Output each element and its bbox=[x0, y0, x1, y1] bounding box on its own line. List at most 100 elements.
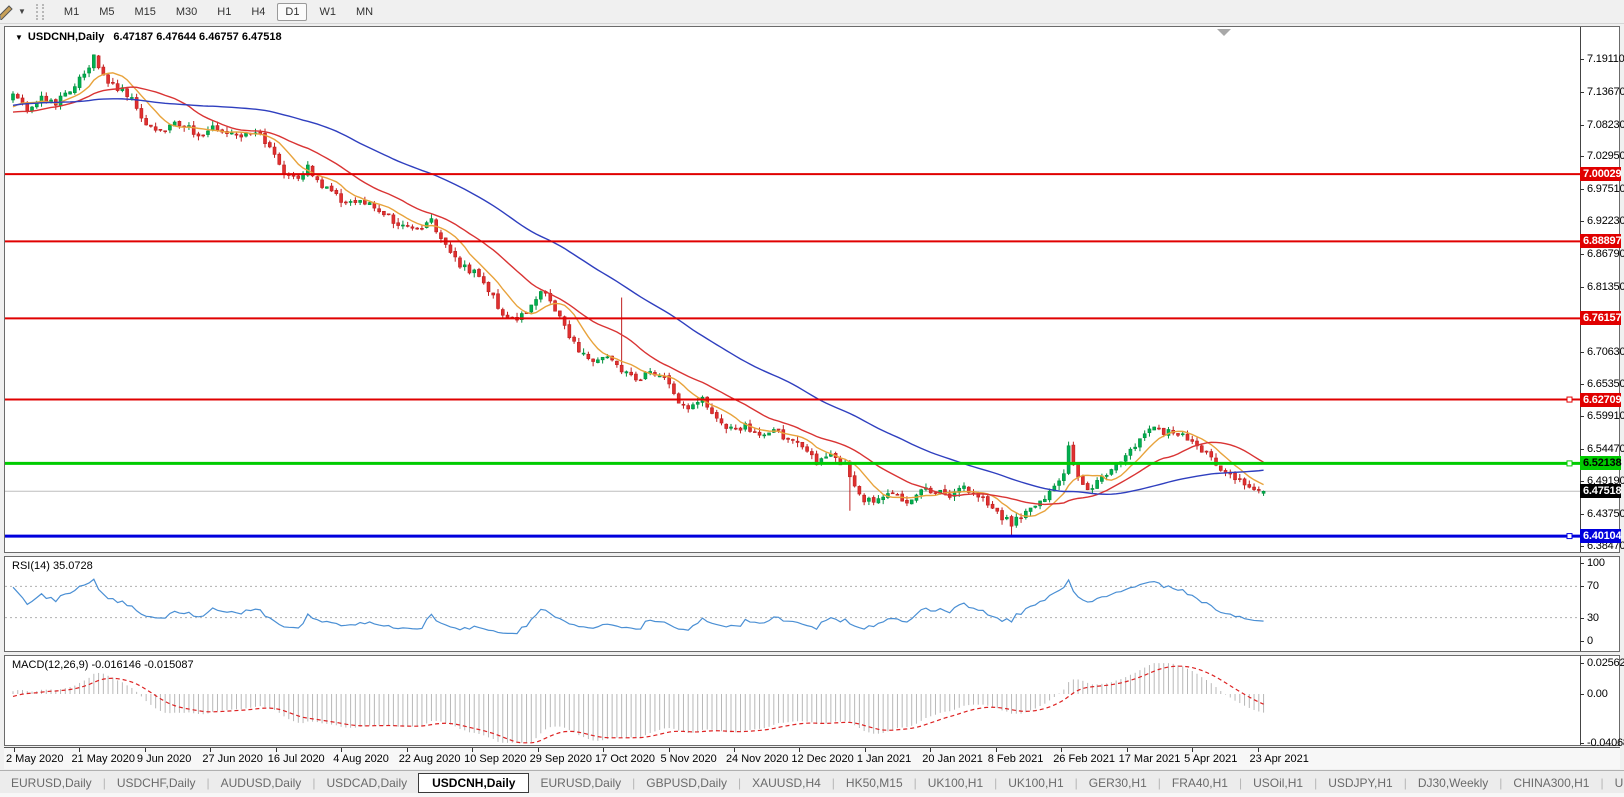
tab-separator: | bbox=[831, 775, 835, 790]
chart-tab-audusd-daily[interactable]: AUDUSD,Daily bbox=[220, 775, 302, 790]
chart-ohlc-values: 6.47187 6.47644 6.46757 6.47518 bbox=[113, 31, 282, 43]
chart-tab-ger30-h1[interactable]: GER30,H1 bbox=[1088, 775, 1147, 790]
hline-price-tag: 6.76157 bbox=[1580, 311, 1622, 326]
price-axis-tick bbox=[1580, 254, 1584, 256]
chart-ohlc-header: ▼ USDCNH,Daily 6.47187 6.47644 6.46757 6.… bbox=[15, 31, 282, 43]
chart-tab-dj30-weekly[interactable]: DJ30,Weekly bbox=[1417, 775, 1489, 790]
price-axis-tick bbox=[1580, 481, 1584, 483]
price-axis-tick bbox=[1580, 221, 1584, 223]
price-axis-tick bbox=[1580, 416, 1584, 418]
date-axis-tick bbox=[210, 748, 212, 752]
chart-tab-usdcad-daily[interactable]: USDCAD,Daily bbox=[326, 775, 408, 790]
chart-tab-xauusd-h4[interactable]: XAUUSD,H4 bbox=[752, 775, 821, 790]
timeframe-button-m1[interactable]: M1 bbox=[63, 5, 80, 18]
date-axis-label: 29 Sep 2020 bbox=[529, 753, 592, 765]
rsi-axis-label: 30 bbox=[1587, 611, 1599, 624]
date-axis-label: 2 May 2020 bbox=[6, 753, 64, 765]
chart-tab-usdjpy-h1[interactable]: USDJPY,H1 bbox=[1328, 775, 1393, 790]
tab-separator: | bbox=[737, 775, 742, 790]
chart-tab-eurusd-daily[interactable]: EURUSD,Daily bbox=[540, 775, 622, 790]
date-axis-label: 9 Jun 2020 bbox=[136, 753, 192, 765]
date-axis-label: 1 Jan 2021 bbox=[856, 753, 912, 765]
tab-separator: | bbox=[1600, 775, 1604, 790]
chart-tab-hk50-m15[interactable]: HK50,M15 bbox=[845, 775, 903, 790]
date-axis-tick bbox=[1257, 748, 1259, 752]
price-chart-canvas[interactable] bbox=[5, 27, 1580, 552]
date-axis-label: 5 Apr 2021 bbox=[1184, 753, 1238, 765]
price-axis-label: 6.92230 bbox=[1587, 215, 1624, 228]
tab-separator: | bbox=[1403, 775, 1407, 790]
date-axis-label: 27 Jun 2020 bbox=[202, 753, 263, 765]
date-axis-label: 10 Sep 2020 bbox=[464, 753, 527, 765]
date-axis-label: 22 Aug 2020 bbox=[398, 753, 461, 765]
tab-separator: | bbox=[1074, 775, 1078, 790]
chart-tab-eurusd-daily[interactable]: EURUSD,Daily bbox=[11, 775, 92, 790]
chart-tab-china300-h1[interactable]: CHINA300,H1 bbox=[1513, 775, 1590, 790]
price-axis-label: 6.43750 bbox=[1587, 508, 1624, 521]
line-studies-icon[interactable] bbox=[0, 4, 16, 20]
timeframe-button-w1[interactable]: W1 bbox=[319, 5, 336, 18]
date-axis-tick bbox=[668, 748, 670, 752]
timeframe-button-mn[interactable]: MN bbox=[355, 5, 374, 18]
macd-axis-tick bbox=[1580, 663, 1584, 665]
chart-tab-uk100-h1[interactable]: UK100,H1 bbox=[1008, 775, 1064, 790]
dropdown-caret-icon[interactable]: ▼ bbox=[18, 7, 26, 16]
date-axis-label: 12 Dec 2020 bbox=[791, 753, 854, 765]
tab-separator: | bbox=[1314, 775, 1318, 790]
price-axis-label: 6.59910 bbox=[1587, 410, 1624, 423]
timeframe-button-m30[interactable]: M30 bbox=[175, 5, 198, 18]
date-axis-tick bbox=[864, 748, 866, 752]
chart-tab-u[interactable]: U bbox=[1614, 775, 1624, 790]
date-axis-label: 4 Aug 2020 bbox=[333, 753, 389, 765]
date-axis-tick bbox=[341, 748, 343, 752]
timeframe-button-h4[interactable]: H4 bbox=[251, 5, 266, 18]
price-axis-label: 7.13670 bbox=[1587, 85, 1624, 98]
macd-pane[interactable]: MACD(12,26,9) -0.016146 -0.015087 0.0256… bbox=[4, 655, 1624, 749]
date-axis-tick bbox=[995, 748, 997, 752]
price-axis-tick bbox=[1580, 449, 1584, 451]
bottom-strip bbox=[0, 793, 1624, 797]
rsi-pane[interactable]: RSI(14) 35.0728 100 70 30 0 bbox=[4, 556, 1620, 652]
rsi-canvas[interactable] bbox=[5, 557, 1580, 651]
timeframe-button-m15[interactable]: M15 bbox=[134, 5, 156, 18]
timeframe-button-h1[interactable]: H1 bbox=[217, 5, 232, 18]
date-axis-label: 24 Nov 2020 bbox=[725, 753, 789, 765]
chart-tab-usdcnh-daily[interactable]: USDCNH,Daily bbox=[418, 772, 530, 793]
timeframe-buttons: M1 M5 M15 M30 H1 H4 D1 W1 MN bbox=[54, 2, 383, 21]
timeframe-button-m5[interactable]: M5 bbox=[99, 5, 115, 18]
hline-price-tag: 6.88897 bbox=[1580, 234, 1622, 249]
chart-tab-uk100-h1[interactable]: UK100,H1 bbox=[927, 775, 984, 790]
date-axis-label: 5 Nov 2020 bbox=[660, 753, 717, 765]
date-axis-tick bbox=[472, 748, 474, 752]
date-axis-label: 20 Jan 2021 bbox=[922, 753, 983, 765]
tab-separator: | bbox=[913, 775, 917, 790]
collapse-caret-icon[interactable]: ▼ bbox=[15, 33, 23, 42]
date-axis[interactable]: 2 May 2020 21 May 2020 9 Jun 2020 27 Jun 20… bbox=[4, 747, 1620, 769]
chart-symbol-label: USDCNH,Daily bbox=[27, 31, 105, 43]
hline-price-tag: 7.00029 bbox=[1580, 167, 1622, 182]
price-axis-tick bbox=[1580, 58, 1584, 60]
price-axis-label: 7.19110 bbox=[1587, 52, 1624, 65]
chart-tab-fra40-h1[interactable]: FRA40,H1 bbox=[1171, 775, 1228, 790]
price-axis-tick bbox=[1580, 545, 1584, 547]
price-axis-tick bbox=[1580, 189, 1584, 191]
price-axis-tick bbox=[1580, 514, 1584, 516]
date-axis-tick bbox=[1126, 748, 1128, 752]
rsi-axis-label: 100 bbox=[1587, 557, 1605, 569]
chart-tab-usoil-h1[interactable]: USOil,H1 bbox=[1253, 775, 1304, 790]
hline-price-tag: 6.52138 bbox=[1580, 456, 1622, 471]
date-axis-label: 26 Feb 2021 bbox=[1053, 753, 1115, 765]
date-axis-label: 16 Jul 2020 bbox=[267, 753, 325, 765]
date-axis-tick bbox=[1061, 748, 1063, 752]
macd-canvas[interactable] bbox=[5, 656, 1580, 745]
main-chart-pane[interactable]: ▼ USDCNH,Daily 6.47187 6.47644 6.46757 6.… bbox=[4, 26, 1624, 553]
timeframe-button-d1[interactable]: D1 bbox=[277, 2, 308, 21]
chart-tab-gbpusd-daily[interactable]: GBPUSD,Daily bbox=[646, 775, 727, 790]
price-axis-tick bbox=[1580, 351, 1584, 353]
macd-label: MACD(12,26,9) -0.016146 -0.015087 bbox=[12, 659, 194, 671]
price-axis-label: 6.97510 bbox=[1587, 183, 1624, 196]
toolbar-grip[interactable] bbox=[35, 3, 44, 20]
macd-axis-label: 0.00 bbox=[1587, 688, 1608, 700]
chart-tab-usdchf-daily[interactable]: USDCHF,Daily bbox=[116, 775, 196, 790]
rsi-axis-tick bbox=[1580, 563, 1584, 564]
